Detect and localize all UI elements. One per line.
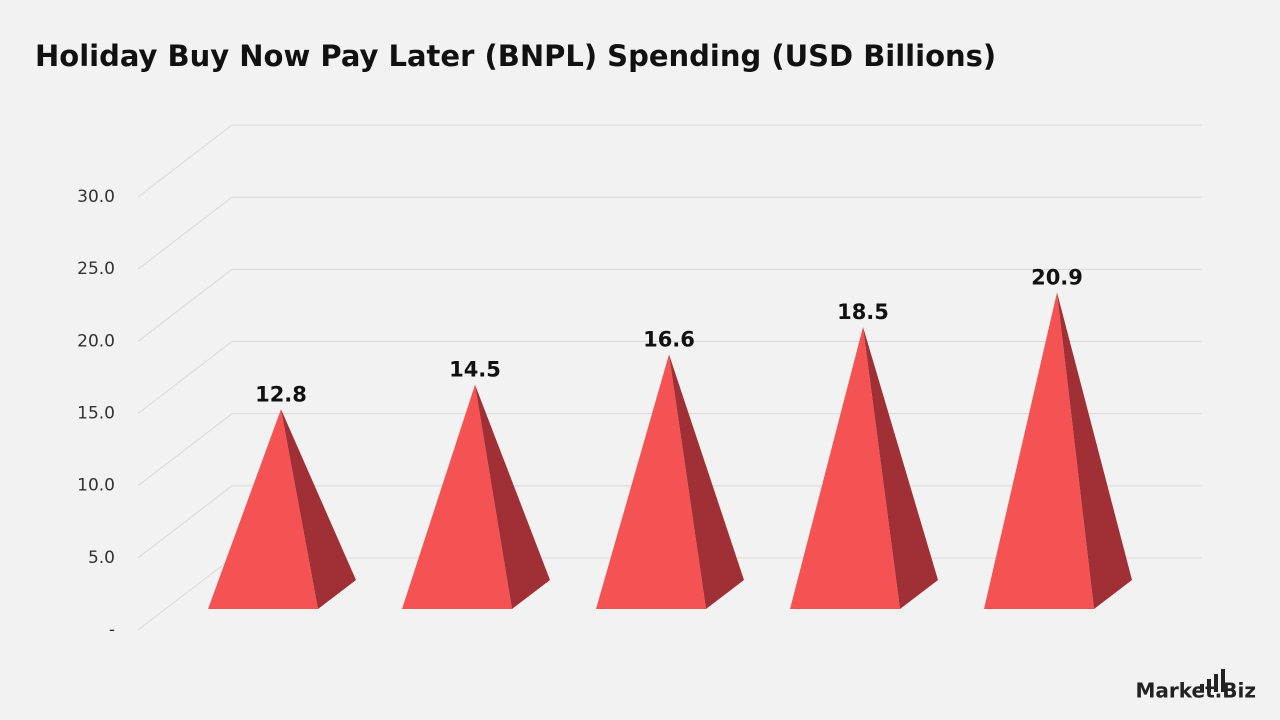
data-label: 12.8 <box>255 382 307 406</box>
brand: Market.Biz <box>1136 679 1257 703</box>
pyramid <box>208 409 356 609</box>
chart-title: Holiday Buy Now Pay Later (BNPL) Spendin… <box>35 39 996 73</box>
pyramid-side <box>281 409 356 609</box>
grid-line <box>137 196 233 270</box>
grid-line <box>137 413 233 487</box>
y-tick-label: 20.0 <box>77 331 115 351</box>
grid-line <box>137 124 233 198</box>
data-label: 14.5 <box>449 358 501 382</box>
grid-line <box>137 557 233 631</box>
y-tick-label: 15.0 <box>77 404 115 424</box>
pyramid-side <box>475 384 550 609</box>
y-tick-label: 5.0 <box>88 548 115 568</box>
data-label: 20.9 <box>1031 265 1083 289</box>
pyramid-front <box>984 292 1094 609</box>
pyramid <box>790 326 938 609</box>
y-tick-label: 10.0 <box>77 476 115 496</box>
y-tick-label: 30.0 <box>77 187 115 207</box>
pyramid <box>596 354 744 609</box>
data-label: 18.5 <box>837 300 889 324</box>
pyramid-side <box>669 354 744 609</box>
pyramid <box>984 292 1132 609</box>
pyramid-side <box>1057 292 1132 609</box>
grid-line <box>137 341 233 414</box>
pyramid-side <box>863 326 938 609</box>
pyramid-front <box>208 409 318 609</box>
pyramid <box>402 384 550 609</box>
y-tick-label: - <box>109 620 115 640</box>
data-label: 16.6 <box>643 327 695 351</box>
pyramid-front <box>596 354 706 609</box>
pyramid-front <box>402 384 512 609</box>
y-tick-label: 25.0 <box>77 259 115 279</box>
brand-logo: Market.Biz <box>1136 669 1257 703</box>
grid-line <box>137 485 233 559</box>
grid-line <box>137 268 233 342</box>
pyramid-front <box>790 326 900 609</box>
